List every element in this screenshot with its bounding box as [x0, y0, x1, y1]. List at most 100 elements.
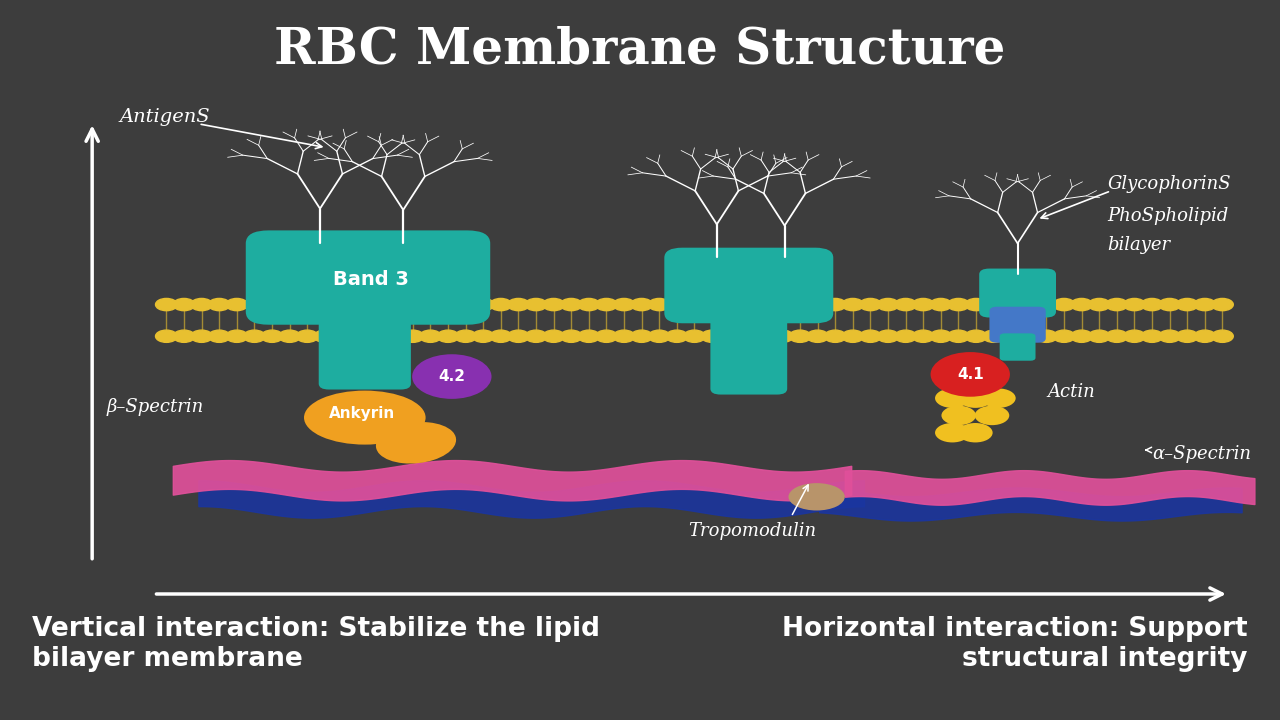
Text: Horizontal interaction: Support
structural integrity: Horizontal interaction: Support structur… — [782, 616, 1248, 672]
Circle shape — [472, 330, 494, 342]
Circle shape — [895, 298, 916, 310]
Text: PhoSpholipid: PhoSpholipid — [1107, 207, 1229, 225]
Circle shape — [957, 423, 993, 442]
Circle shape — [1176, 298, 1198, 310]
Circle shape — [525, 298, 547, 310]
Circle shape — [754, 298, 776, 310]
Circle shape — [561, 298, 582, 310]
Circle shape — [349, 298, 371, 310]
Text: 4.2: 4.2 — [438, 369, 466, 384]
Circle shape — [436, 330, 460, 342]
Circle shape — [595, 330, 617, 342]
Circle shape — [1001, 298, 1023, 310]
Circle shape — [332, 330, 353, 342]
Circle shape — [1176, 330, 1198, 342]
Text: Ankyrin: Ankyrin — [329, 407, 396, 421]
FancyBboxPatch shape — [710, 307, 787, 395]
Circle shape — [1194, 298, 1216, 310]
Circle shape — [772, 298, 794, 310]
Circle shape — [367, 330, 389, 342]
Circle shape — [227, 330, 248, 342]
Circle shape — [701, 298, 723, 310]
Text: Tropomodulin: Tropomodulin — [689, 522, 817, 540]
Circle shape — [349, 330, 371, 342]
Circle shape — [384, 330, 406, 342]
FancyBboxPatch shape — [979, 269, 1056, 318]
Circle shape — [1106, 330, 1128, 342]
Circle shape — [412, 354, 492, 399]
Circle shape — [877, 298, 899, 310]
Circle shape — [842, 330, 864, 342]
Circle shape — [649, 298, 671, 310]
Circle shape — [1124, 330, 1146, 342]
Circle shape — [508, 330, 530, 342]
Circle shape — [279, 298, 301, 310]
Circle shape — [297, 330, 317, 342]
Circle shape — [806, 298, 828, 310]
Circle shape — [490, 298, 512, 310]
Circle shape — [173, 330, 195, 342]
Circle shape — [436, 298, 460, 310]
Circle shape — [666, 298, 687, 310]
Circle shape — [701, 330, 723, 342]
Circle shape — [1211, 298, 1234, 310]
Circle shape — [1142, 298, 1164, 310]
Circle shape — [420, 330, 442, 342]
Circle shape — [895, 330, 916, 342]
Circle shape — [983, 330, 1005, 342]
Circle shape — [191, 330, 212, 342]
Circle shape — [913, 330, 934, 342]
Circle shape — [929, 298, 952, 310]
Circle shape — [684, 298, 705, 310]
Circle shape — [579, 330, 600, 342]
Circle shape — [454, 298, 476, 310]
Circle shape — [1158, 330, 1180, 342]
Circle shape — [332, 298, 353, 310]
Circle shape — [975, 405, 1009, 425]
Text: α–Spectrin: α–Spectrin — [1152, 444, 1251, 463]
FancyBboxPatch shape — [319, 306, 411, 390]
Circle shape — [1036, 298, 1057, 310]
Circle shape — [631, 298, 653, 310]
Circle shape — [297, 298, 317, 310]
Circle shape — [1070, 330, 1093, 342]
Circle shape — [788, 298, 812, 310]
Circle shape — [156, 330, 177, 342]
Circle shape — [156, 298, 177, 310]
Circle shape — [561, 330, 582, 342]
Circle shape — [965, 330, 987, 342]
Circle shape — [525, 330, 547, 342]
Circle shape — [543, 330, 564, 342]
Circle shape — [1053, 298, 1075, 310]
Circle shape — [173, 298, 195, 310]
Circle shape — [736, 330, 758, 342]
Circle shape — [314, 298, 335, 310]
Circle shape — [454, 330, 476, 342]
Circle shape — [877, 330, 899, 342]
Text: RBC Membrane Structure: RBC Membrane Structure — [274, 25, 1006, 74]
Circle shape — [957, 388, 993, 408]
Circle shape — [719, 330, 741, 342]
Circle shape — [595, 298, 617, 310]
Circle shape — [860, 298, 882, 310]
Text: Actin: Actin — [1047, 383, 1094, 401]
Text: Band 3: Band 3 — [333, 270, 410, 289]
Circle shape — [402, 298, 424, 310]
Circle shape — [806, 330, 828, 342]
Circle shape — [942, 405, 977, 425]
Circle shape — [754, 330, 776, 342]
Circle shape — [934, 388, 970, 408]
Circle shape — [209, 330, 230, 342]
Circle shape — [631, 330, 653, 342]
Circle shape — [1053, 330, 1075, 342]
Circle shape — [613, 330, 635, 342]
Text: GlycophorinS: GlycophorinS — [1107, 175, 1231, 192]
Ellipse shape — [303, 390, 425, 444]
Circle shape — [243, 298, 265, 310]
Circle shape — [913, 298, 934, 310]
Circle shape — [649, 330, 671, 342]
Circle shape — [243, 330, 265, 342]
Circle shape — [965, 298, 987, 310]
Circle shape — [931, 352, 1010, 397]
Circle shape — [420, 298, 442, 310]
